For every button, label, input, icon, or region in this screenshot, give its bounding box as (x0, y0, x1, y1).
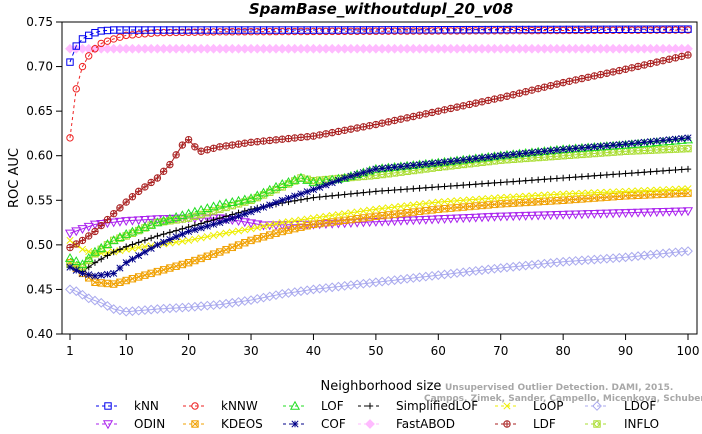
legend-marker (366, 402, 374, 410)
legend-item-knn: kNN (96, 399, 159, 413)
legend-label: kNN (134, 399, 159, 413)
legend-marker (102, 420, 114, 430)
y-tick-label: 0.70 (26, 60, 53, 74)
legend-label: SimplifiedLOF (396, 399, 478, 413)
series-markers (65, 246, 693, 317)
legend-marker (191, 402, 199, 410)
y-axis: 0.40 0.45 0.50 0.55 0.60 0.65 0.70 0.75 (26, 15, 62, 341)
x-tick-label: 70 (493, 344, 508, 358)
y-tick-label: 0.55 (26, 193, 53, 207)
legend-label: KDEOS (221, 417, 263, 431)
series-layer (64, 25, 694, 317)
legend: kNN kNNW LOF SimplifiedLOF LoOP LDOF ODIN KDEOS… (96, 399, 659, 431)
series-simplifiedlof (66, 165, 692, 275)
legend-item-inflo: INFLO (585, 417, 659, 431)
y-tick-label: 0.75 (26, 15, 53, 29)
legend-marker (593, 420, 601, 428)
x-tick-label: 100 (677, 344, 700, 358)
legend-marker (191, 420, 199, 428)
legend-label: kNNW (221, 399, 258, 413)
series-kdeos (66, 189, 692, 288)
legend-item-knnw: kNNW (183, 399, 258, 413)
y-axis-label: ROC AUC (7, 148, 22, 208)
legend-label: LOF (321, 399, 344, 413)
series-markers (66, 51, 692, 252)
watermark-line-1: Unsupervised Outlier Detection. DAMI, 20… (445, 383, 673, 393)
plot-frame (61, 21, 698, 335)
legend-item-ldof: LDOF (585, 399, 656, 413)
legend-label: INFLO (624, 417, 659, 431)
legend-marker (104, 402, 112, 410)
series-line (69, 137, 689, 277)
x-tick-label: 80 (556, 344, 571, 358)
legend-marker (289, 400, 301, 410)
legend-item-odin: ODIN (96, 417, 165, 431)
legend-marker (592, 401, 602, 411)
watermark-line-2: Campos, Zimek, Sander, Campello, Micenko… (424, 394, 702, 404)
x-tick-label: 90 (618, 344, 633, 358)
x-tick-label: 60 (431, 344, 446, 358)
series-cof (66, 134, 692, 280)
x-tick-label: 10 (119, 344, 134, 358)
series-inflo (66, 144, 692, 272)
series-markers (66, 25, 692, 66)
series-markers (66, 165, 692, 275)
x-tick-label: 30 (243, 344, 258, 358)
series-ldf (66, 51, 692, 252)
y-tick-label: 0.60 (26, 149, 53, 163)
legend-marker (291, 420, 299, 428)
legend-label: LoOP (533, 399, 564, 413)
series-markers (66, 134, 692, 280)
series-line (69, 250, 689, 313)
series-markers (66, 189, 692, 288)
series-ldof (65, 246, 693, 317)
series-markers (66, 144, 692, 272)
legend-marker (365, 419, 375, 429)
series-knn (66, 25, 692, 66)
y-tick-label: 0.45 (26, 282, 53, 296)
series-fastabod (65, 43, 693, 54)
y-tick-label: 0.50 (26, 238, 53, 252)
legend-label: LDOF (624, 399, 656, 413)
series-line (69, 139, 689, 266)
x-tick-label: 20 (181, 344, 196, 358)
legend-item-simplifiedlof: SimplifiedLOF (358, 399, 478, 413)
legend-marker (503, 420, 511, 428)
legend-item-cof: COF (283, 417, 346, 431)
x-axis-label: Neighborhood size (321, 379, 442, 394)
x-tick-label: 40 (306, 344, 321, 358)
legend-label: FastABOD (396, 417, 455, 431)
legend-label: LDF (533, 417, 556, 431)
x-tick-label: 1 (66, 344, 74, 358)
series-markers (65, 43, 693, 54)
legend-label: ODIN (134, 417, 165, 431)
y-tick-label: 0.40 (26, 327, 53, 341)
legend-item-ldf: LDF (495, 417, 556, 431)
legend-item-loop: LoOP (495, 399, 564, 413)
y-tick-label: 0.65 (26, 104, 53, 118)
legend-item-kdeos: KDEOS (183, 417, 263, 431)
legend-item-fastabod: FastABOD (358, 417, 455, 431)
legend-marker (503, 402, 511, 410)
x-axis: 1 10 20 30 40 50 60 70 80 90 100 (66, 334, 699, 358)
x-tick-label: 50 (368, 344, 383, 358)
legend-label: COF (321, 417, 346, 431)
legend-item-lof: LOF (283, 399, 344, 413)
chart-title: SpamBase_withoutdupl_20_v08 (249, 0, 513, 18)
series-markers (66, 185, 692, 258)
